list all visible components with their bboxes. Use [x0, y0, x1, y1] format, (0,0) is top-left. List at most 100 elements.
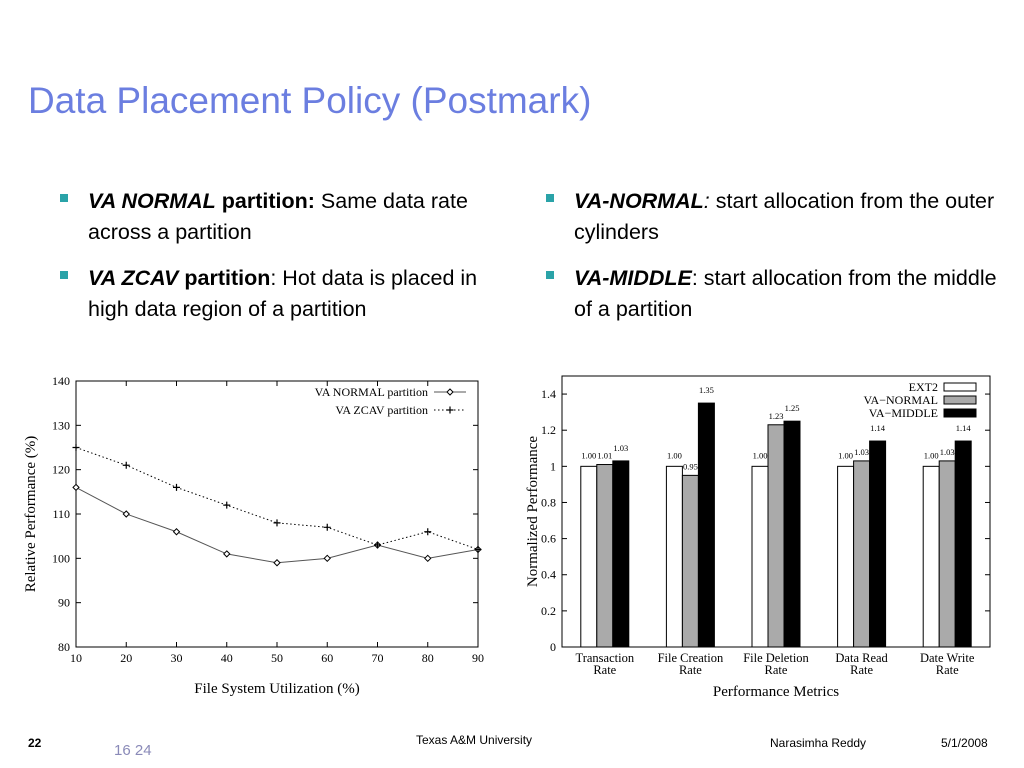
y-tick-label: 0.4 — [541, 568, 556, 582]
bar-value-label: 1.00 — [667, 450, 682, 460]
bar-value-label: 1.14 — [870, 423, 886, 433]
x-tick-label: 40 — [221, 651, 233, 665]
data-point — [172, 528, 181, 536]
bar — [751, 465, 769, 648]
legend-label: VA−NORMAL — [863, 393, 938, 407]
bar-value-label: 1.01 — [597, 451, 612, 461]
data-point — [223, 501, 231, 509]
bullet-va-normal: VA-NORMAL: start allocation from the out… — [546, 186, 1006, 248]
bullet-term: VA-MIDDLE — [574, 266, 692, 290]
bar — [853, 460, 871, 648]
bar-value-label: 1.03 — [940, 447, 955, 457]
data-point — [323, 554, 331, 563]
x-tick-label: Rate — [593, 663, 616, 677]
y-tick-label: 110 — [52, 507, 70, 521]
bullet-square-icon — [60, 194, 68, 202]
bar — [938, 460, 956, 648]
data-point — [474, 545, 482, 553]
right-bullet-list: VA-NORMAL: start allocation from the out… — [546, 186, 1006, 340]
bar — [869, 440, 887, 648]
x-axis-label: Performance Metrics — [713, 684, 839, 700]
bar — [580, 465, 598, 648]
legend-label: VA−MIDDLE — [869, 406, 938, 420]
bar-value-label: 1.03 — [613, 443, 628, 453]
x-tick-label: 70 — [372, 651, 384, 665]
legend-label: VA NORMAL partition — [315, 385, 428, 399]
data-point — [122, 461, 130, 469]
y-tick-label: 0.6 — [541, 532, 556, 546]
bar — [954, 440, 972, 648]
left-bullet-list: VA NORMAL partition: Same data rate acro… — [60, 186, 500, 340]
footer-date: 5/1/2008 — [941, 736, 988, 750]
bar-value-label: 1.35 — [699, 385, 714, 395]
y-axis-label: Relative Performance (%) — [23, 436, 39, 593]
series-line — [75, 447, 479, 550]
x-tick-label: 90 — [472, 651, 484, 665]
x-tick-label: Rate — [679, 663, 702, 677]
y-tick-label: 0.8 — [541, 495, 556, 509]
bar-value-label: 1.14 — [956, 423, 972, 433]
legend-swatch — [943, 395, 977, 405]
x-tick-label: Transaction — [576, 651, 635, 665]
bullet-text: : start allocation from the middle of a … — [574, 266, 997, 321]
data-point — [424, 528, 432, 536]
bar-value-label: 1.00 — [924, 450, 939, 460]
x-tick-label: Rate — [850, 663, 873, 677]
bar — [681, 474, 699, 648]
x-tick-label: Rate — [936, 663, 959, 677]
y-tick-label: 1 — [550, 459, 556, 473]
y-tick-label: 100 — [52, 551, 70, 565]
x-tick-label: 80 — [422, 651, 434, 665]
y-tick-label: 120 — [52, 463, 70, 477]
data-point — [273, 559, 281, 567]
bar-value-label: 1.00 — [753, 450, 768, 460]
bar-value-label: 0.95 — [683, 461, 698, 471]
footer-author: Narasimha Reddy — [770, 736, 867, 750]
bar-chart-svg: 00.20.40.60.811.21.41.00 1.011.03Transact… — [525, 375, 991, 700]
data-point — [374, 541, 381, 549]
x-tick-label: 10 — [70, 651, 82, 665]
legend-label: VA ZCAV partition — [335, 403, 428, 417]
bullet-term: VA NORMAL — [88, 189, 216, 213]
x-tick-label: Date Write — [920, 651, 975, 665]
y-tick-label: 80 — [58, 640, 70, 654]
data-point — [424, 554, 432, 563]
data-point — [173, 483, 180, 491]
x-tick-label: File Creation — [658, 651, 724, 665]
y-tick-label: 130 — [52, 418, 70, 432]
bar — [697, 402, 715, 648]
series-va-zcav-partition — [72, 444, 482, 553]
data-point — [122, 510, 130, 518]
x-axis-label: File System Utilization (%) — [194, 681, 359, 697]
y-tick-label: 0 — [550, 640, 556, 654]
slide-number: 22 — [28, 736, 42, 750]
x-tick-label: 60 — [321, 651, 333, 665]
bullet-va-zcav-partition: VA ZCAV partition: Hot data is placed in… — [60, 263, 500, 325]
data-point — [446, 388, 454, 396]
bullet-term-colon: : — [703, 189, 710, 213]
bar — [783, 420, 801, 648]
bullet-text: : Hot data is placed in high data region… — [88, 266, 478, 321]
bullet-term: VA ZCAV — [88, 266, 179, 290]
page-pair: 16 24 — [114, 742, 152, 759]
bullet-square-icon — [546, 271, 554, 279]
bullet-text: Same data rate across a partition — [88, 189, 468, 244]
x-tick-label: 50 — [271, 651, 283, 665]
bar — [922, 465, 940, 648]
y-tick-label: 90 — [58, 596, 70, 610]
legend-swatch — [943, 382, 977, 392]
footer-center: Texas A&M University — [416, 733, 533, 747]
bar-value-label: 1.00 — [581, 450, 596, 460]
bar — [767, 424, 785, 648]
legend-swatch — [943, 408, 977, 418]
bar — [665, 465, 683, 648]
y-axis-label: Normalized Performance — [525, 436, 541, 588]
line-chart-svg: 80 90 100 110 120 130 140 10 20 30 40 50 60 70 80 90 Fil… — [23, 374, 484, 697]
y-tick-label: 0.2 — [541, 604, 556, 618]
x-tick-label: 30 — [171, 651, 183, 665]
